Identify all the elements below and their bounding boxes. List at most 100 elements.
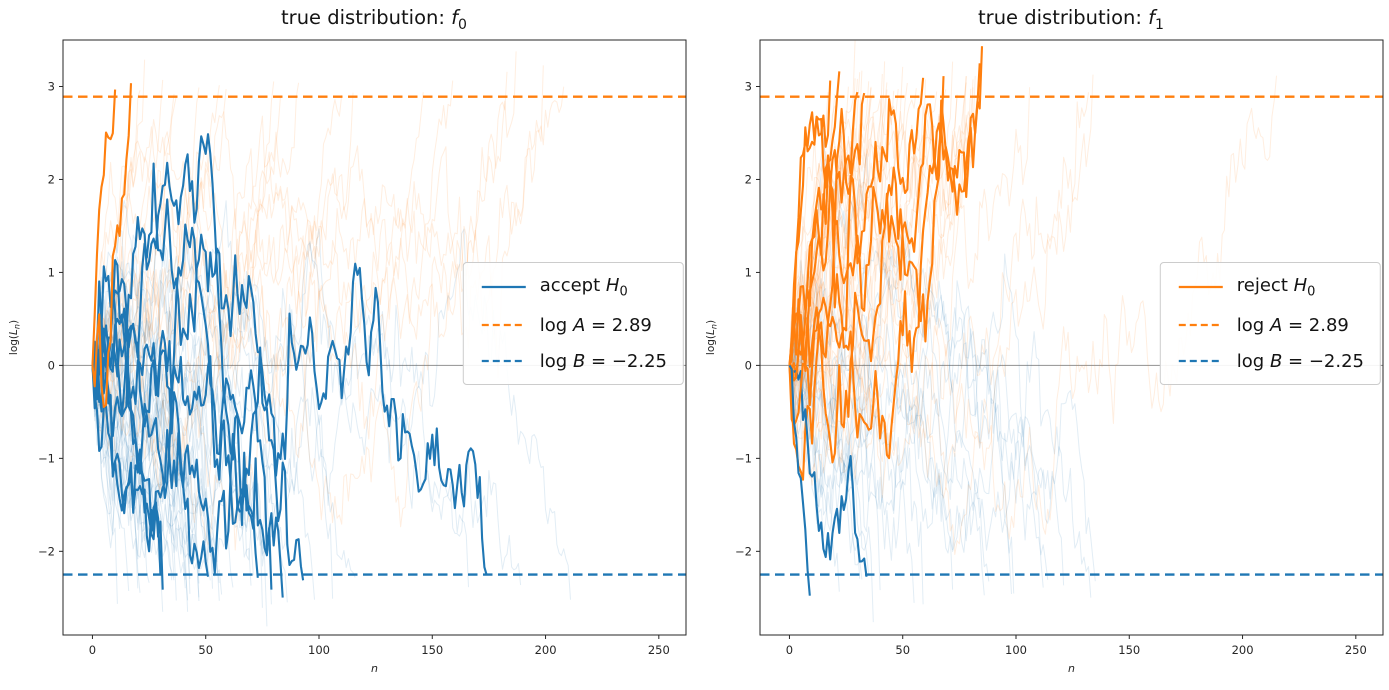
trajectory [788,77,925,427]
trajectory [92,89,227,438]
x-axis-label: n [371,662,378,675]
subplot-f1-title: true distribution: f1 [978,6,1164,33]
trajectory [91,313,162,575]
y-tick-label: −1 [38,451,55,465]
label-prefix: log [1236,314,1270,336]
trajectory [91,327,284,598]
x-tick-label: 250 [1345,643,1367,657]
x-tick-label: 50 [198,643,213,657]
trajectory [789,342,915,603]
label-math-var: f [1148,6,1156,29]
subplot-f0-title: true distribution: f0 [281,6,467,33]
trajectory [92,92,354,379]
trajectory [789,200,1092,598]
label-prefix: log [1236,350,1270,372]
legend-line-sample [481,286,526,289]
trajectory [789,76,967,439]
y-tick-label: 3 [745,79,752,93]
trajectory [92,328,186,589]
trajectory [789,307,1015,594]
label-suffix: = 2.89 [1282,314,1349,336]
y-tick-label: 3 [48,79,55,93]
trajectory [92,276,334,599]
trajectory [789,328,874,623]
y-tick-label: 1 [745,265,752,279]
trajectory [789,89,947,435]
trajectory [91,262,488,576]
label-math-var: H [605,275,620,296]
legend-label: log B = −2.25 [1237,351,1364,372]
trajectory [92,79,164,426]
trajectory [789,86,849,398]
legend-row: reject H0 [1177,275,1364,300]
trajectory [789,92,829,366]
label-prefix: true distribution: [978,6,1149,29]
label-subscript: 0 [1307,284,1316,300]
trajectory [788,91,859,379]
trajectory [92,202,315,600]
legend-row: log A = 2.89 [1177,315,1364,336]
y-tick-label: 1 [48,265,55,279]
x-tick-label: 0 [786,643,793,657]
trajectory [788,364,811,596]
trajectory [788,76,945,464]
label-prefix: accept [539,275,606,296]
legend-f0: accept H0 log A = 2.89 log B = −2.25 [462,262,684,385]
trajectory [789,76,967,464]
trajectory [789,339,863,580]
trajectory [92,81,275,467]
y-tick-label: 0 [745,358,752,372]
x-tick-label: 0 [89,643,96,657]
trajectory [92,200,356,578]
trajectory [92,51,517,484]
label-math-var: B [1269,350,1283,372]
legend-line-sample [481,323,526,327]
legend-label: log A = 2.89 [540,315,652,336]
trajectory [789,307,954,590]
x-tick-label: 150 [1118,643,1140,657]
label-suffix: = −2.25 [1282,350,1364,372]
trajectory [789,87,974,479]
trajectory [92,280,263,608]
x-tick-label: 150 [421,643,443,657]
x-tick-label: 200 [1232,643,1254,657]
legend-line-sample [1178,359,1223,363]
legend-row: accept H0 [480,275,667,300]
legend-line-sample [1178,323,1223,327]
label-math-var: B [572,350,586,372]
label-suffix: = 2.89 [585,314,652,336]
legend-label: reject H0 [1237,275,1316,300]
label-prefix: reject [1236,275,1294,296]
y-tick-label: 0 [48,358,55,372]
trajectory [92,71,508,528]
trajectory [789,63,981,460]
label-math-var: A [1269,314,1283,336]
label-prefix: log [539,314,573,336]
legend-row: log B = −2.25 [480,351,667,372]
trajectory [789,280,1044,588]
y-tick-label: −1 [735,451,752,465]
x-tick-label: 200 [535,643,557,657]
trajectory [789,75,976,375]
trajectory [789,87,1031,426]
trajectory [92,59,146,366]
trajectory [789,78,858,368]
y-tick-label: 2 [745,172,752,186]
trajectory [92,261,272,605]
trajectory [789,88,972,437]
legend-f1: reject H0 log A = 2.89 log B = −2.25 [1159,262,1381,385]
trajectory [92,257,469,588]
trajectory [789,293,870,576]
label-subscript: 0 [458,16,467,33]
legend-line-sample [481,359,526,363]
y-tick-label: −2 [38,544,55,558]
trajectory [789,219,1096,582]
trajectory [92,95,343,366]
trajectories-0 [91,51,571,627]
trajectory [91,83,133,409]
trajectory [789,91,938,400]
trajectory [789,73,883,366]
trajectory [92,365,191,594]
